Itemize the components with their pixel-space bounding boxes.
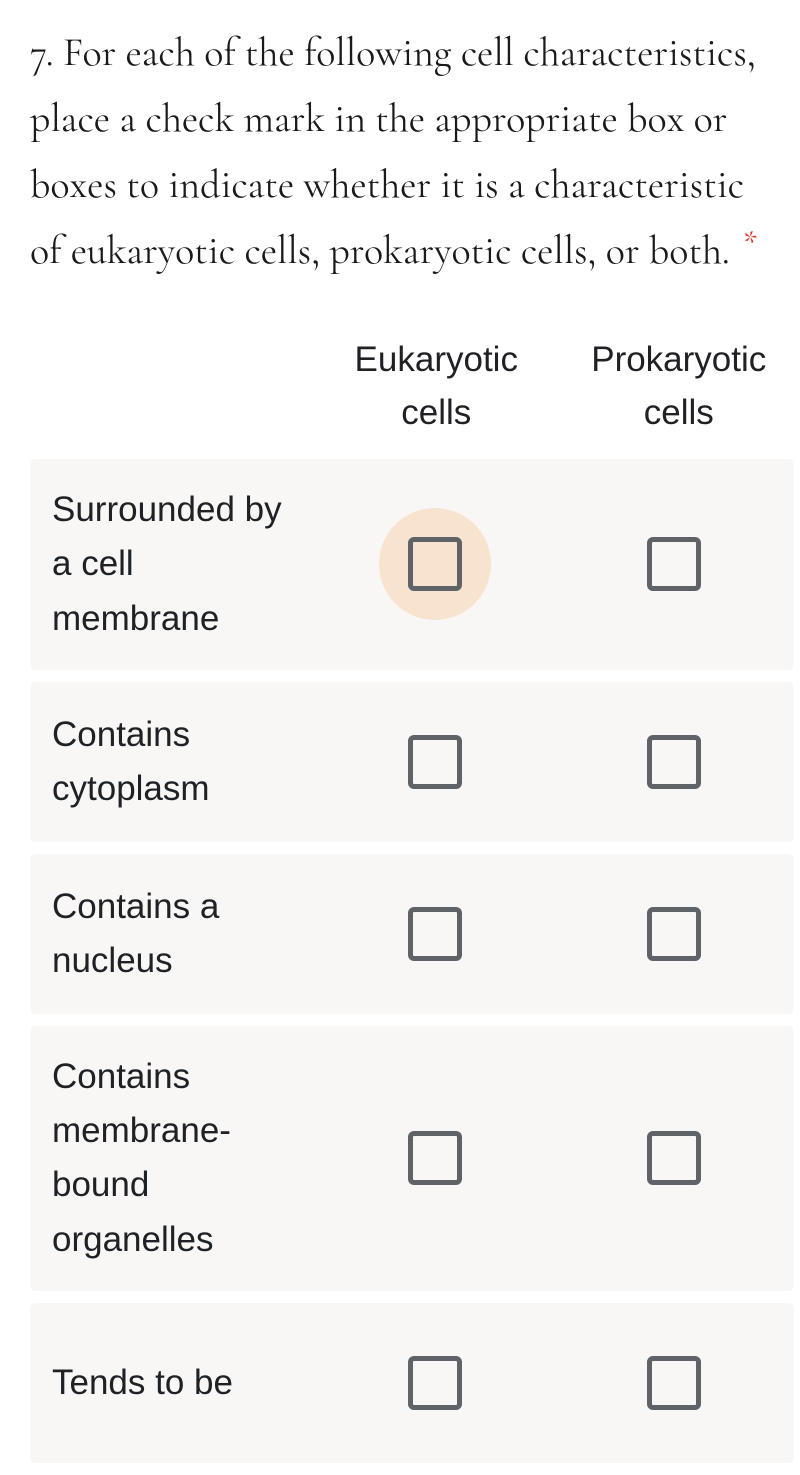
checkbox-cell — [315, 878, 555, 990]
column-header-label: Eukaryotic cells — [315, 334, 558, 439]
checkbox-touch-target[interactable] — [379, 1102, 491, 1214]
checkbox[interactable] — [408, 735, 462, 789]
checkbox-cell — [555, 706, 795, 818]
checkbox-cell — [555, 878, 795, 990]
checkbox[interactable] — [408, 1356, 462, 1410]
table-row: Tends to be — [30, 1303, 794, 1463]
checkbox[interactable] — [647, 1131, 701, 1185]
checkbox-cell — [315, 1102, 555, 1214]
column-header-label: Prokaryotic cells — [558, 334, 800, 439]
table-row: Contains cytoplasm — [30, 682, 794, 842]
checkbox-cell — [555, 508, 795, 620]
header-spacer — [0, 334, 315, 439]
table-row: Surrounded by a cell membrane — [30, 459, 794, 670]
row-label: Contains cytoplasm — [30, 708, 315, 817]
column-header: Prokaryotic cells — [558, 334, 800, 439]
checkbox-touch-target[interactable] — [618, 1102, 730, 1214]
column-header: Eukaryotic cells — [315, 334, 558, 439]
grid-header-row: Eukaryotic cells Prokaryotic cells — [0, 314, 800, 459]
checkbox-cell — [315, 508, 555, 620]
checkbox[interactable] — [408, 1131, 462, 1185]
checkbox[interactable] — [647, 735, 701, 789]
checkbox-touch-target[interactable] — [379, 878, 491, 990]
checkbox-touch-target[interactable] — [618, 878, 730, 990]
row-label: Contains a nucleus — [30, 880, 315, 989]
checkbox-cell — [555, 1102, 795, 1214]
row-label: Surrounded by a cell membrane — [30, 483, 315, 646]
checkbox[interactable] — [408, 907, 462, 961]
required-marker: * — [743, 224, 757, 263]
checkbox-touch-target[interactable] — [379, 508, 491, 620]
row-label: Contains membrane-bound organelles — [30, 1050, 315, 1267]
row-label: Tends to be — [30, 1356, 315, 1410]
checkbox-cell — [315, 706, 555, 818]
question-text: 7. For each of the following cell charac… — [0, 0, 800, 314]
table-row: Contains a nucleus — [30, 854, 794, 1014]
checkbox-touch-target[interactable] — [618, 508, 730, 620]
checkbox[interactable] — [408, 537, 462, 591]
checkbox[interactable] — [647, 907, 701, 961]
checkbox-touch-target[interactable] — [618, 706, 730, 818]
table-row: Contains membrane-bound organelles — [30, 1026, 794, 1291]
checkbox-grid: Eukaryotic cells Prokaryotic cells Surro… — [0, 314, 800, 1463]
checkbox[interactable] — [647, 1356, 701, 1410]
checkbox-touch-target[interactable] — [379, 706, 491, 818]
checkbox[interactable] — [647, 537, 701, 591]
question-body: 7. For each of the following cell charac… — [30, 29, 756, 275]
